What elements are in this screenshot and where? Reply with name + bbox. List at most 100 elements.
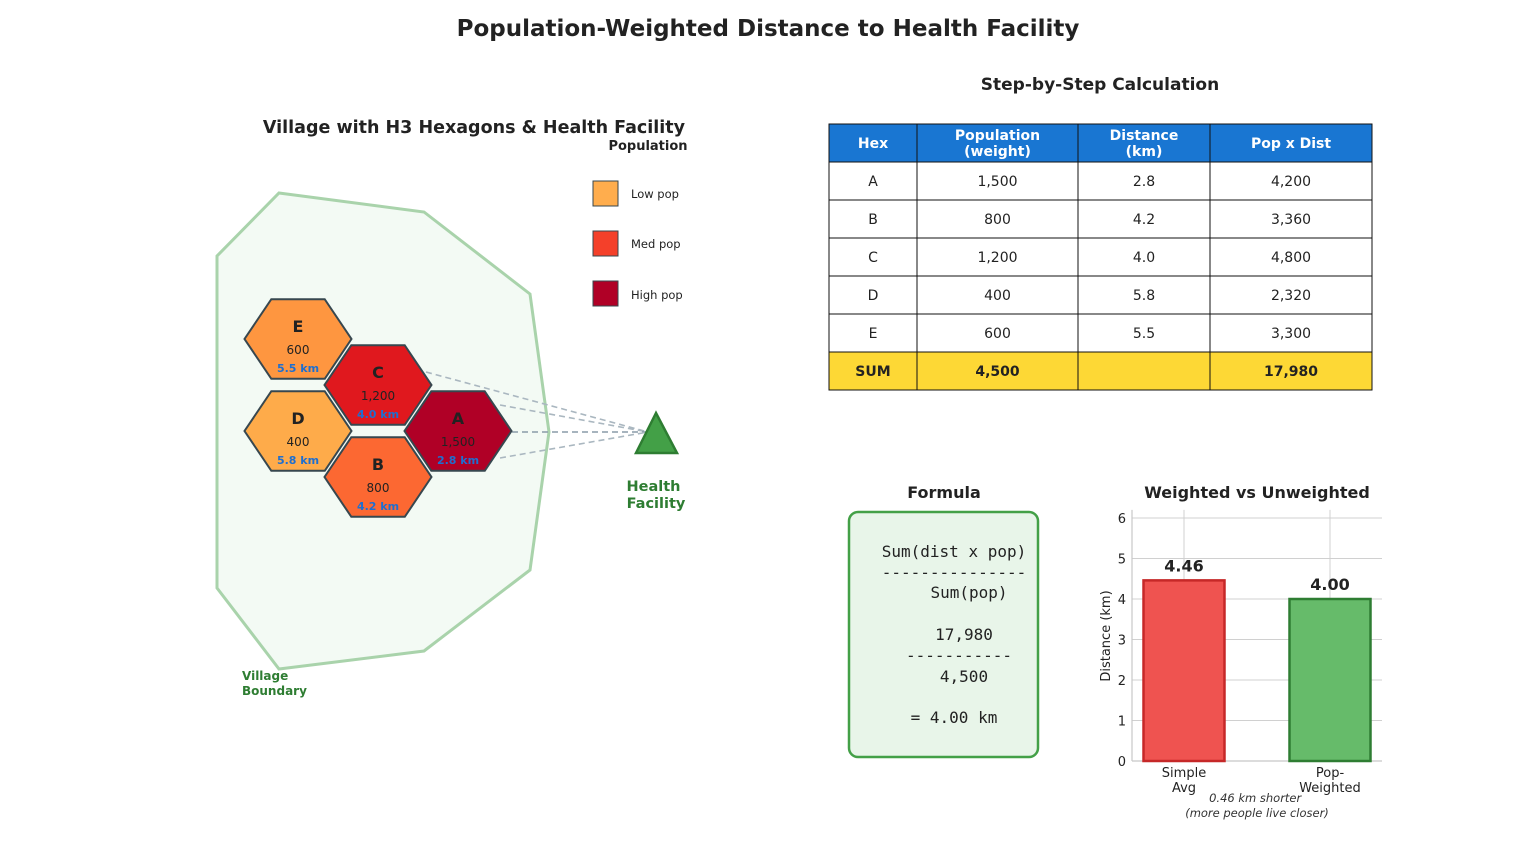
table-cell-text: 600 [984,326,1011,342]
legend-label-high: High pop [631,288,683,302]
hexagon-shape [403,390,513,472]
table-cell-text: 2,320 [1271,288,1311,304]
table-cell [916,275,1079,315]
table-cell [828,199,918,239]
y-tick-label: 4 [1118,593,1126,608]
calculation-table: Hex Population(weight) Distance(km) Pop x D… [828,123,1373,391]
table-cell-text: 400 [984,288,1011,304]
table-cell-text: E [869,326,878,342]
hexagon-shape [243,298,353,380]
table-cell [828,161,918,201]
bar [1288,597,1372,763]
table-cell [1077,237,1211,277]
formula-divider-2: ----------- [906,646,1012,665]
chart-annotation: 0.46 km shorter (more people live closer… [1185,791,1329,820]
table-cell [1077,161,1211,201]
hexagon-c: C 1,200 4.0 km [323,344,433,426]
legend-label-med: Med pop [631,237,681,251]
formula-result: = 4.00 km [911,708,998,727]
table-cell [916,313,1079,353]
formula-panel: Formula Sum(dist x pop) --------------- … [847,483,1040,759]
legend-label-low: Low pop [631,187,679,201]
legend-swatch-high [592,280,619,307]
hexagon-population: 1,500 [441,435,475,449]
formula-box [847,510,1040,759]
hexagon-distance: 4.2 km [357,500,399,513]
table-cell [916,199,1079,239]
hexagon-distance: 5.5 km [277,362,319,375]
bar-data-label: 4.46 [1164,556,1203,575]
table-cell [916,161,1079,201]
hexagon-shape [243,390,353,472]
table-header-label: (km) [1126,144,1163,160]
table-cell [1077,313,1211,353]
table-cell [828,237,918,277]
hexagon-a: A 1,500 2.8 km [403,390,513,472]
x-tick-label: Avg [1172,781,1196,796]
table-header-cell [828,123,918,163]
population-legend: Population Low pop Med pop High pop [592,139,688,307]
hexagon-distance: 5.8 km [277,454,319,467]
table-title: Step-by-Step Calculation [981,75,1219,95]
table-header-cell [916,123,1079,163]
table-cell-text: D [868,288,879,304]
y-tick-label: 5 [1118,553,1126,568]
calculation-table-panel: Step-by-Step Calculation Hex Population(w… [828,75,1373,391]
distance-line [499,404,649,433]
table-sum-text: 17,980 [1264,364,1318,380]
y-tick-label: 0 [1118,755,1126,770]
table-cell-text: 800 [984,212,1011,228]
table-cell [1209,275,1373,315]
map-panel: Village with H3 Hexagons & Health Facili… [215,118,688,698]
formula-title: Formula [907,483,981,502]
table-cell-text: 4.2 [1133,212,1155,228]
table-cell-text: 4,800 [1271,250,1311,266]
table-cell [1077,275,1211,315]
table-cell-text: 4.0 [1133,250,1155,266]
table-header-cell [1077,123,1211,163]
hexagon-population: 800 [367,481,390,495]
table-cell-text: 3,300 [1271,326,1311,342]
village-boundary-label: Village Boundary [242,669,307,698]
y-tick-label: 1 [1118,715,1126,730]
table-sum-cell [828,351,918,391]
hexagon-d: D 400 5.8 km [243,390,353,472]
formula-numerator: Sum(dist x pop) [882,542,1027,561]
x-tick-label: Pop- [1316,766,1345,781]
table-sum-cell [1209,351,1373,391]
health-facility-label: Health Facility [626,479,685,512]
table-header-label: (weight) [964,144,1031,160]
table-sum-text: SUM [855,364,890,380]
table-cell-text: C [868,250,878,266]
hexagon-population: 1,200 [361,389,395,403]
hexagon-shape [323,344,433,426]
x-tick-label: Weighted [1299,781,1361,796]
health-facility-icon [633,410,680,455]
formula-numerator-value: 17,980 [935,625,993,644]
y-tick-label: 2 [1118,674,1126,689]
legend-swatch-med [592,230,619,257]
hexagon-e: E 600 5.5 km [243,298,353,380]
hexagon-b: B 800 4.2 km [323,436,433,518]
formula-denominator-value: 4,500 [940,667,988,686]
table-cell-text: 3,360 [1271,212,1311,228]
bar [1142,579,1226,763]
table-header-label: Population [955,128,1040,144]
formula-divider: --------------- [882,563,1027,582]
distance-line [425,371,649,433]
hexagon-id: E [293,317,304,336]
hexagon-shape [323,436,433,518]
hexagon-distance: 4.0 km [357,408,399,421]
table-cell-text: 1,500 [977,174,1017,190]
hexagon-id: D [291,409,304,428]
hexagon-population: 600 [287,343,310,357]
map-title: Village with H3 Hexagons & Health Facili… [263,118,686,138]
bar-chart-panel: Weighted vs Unweighted 0 1 2 3 4 5 6 4.46 Simple… [1099,483,1382,820]
x-tick-label: Simple [1162,766,1206,781]
formula-denominator: Sum(pop) [930,583,1007,602]
distance-lines [425,371,649,459]
table-cell-text: A [868,174,878,190]
table-cell [1209,313,1373,353]
